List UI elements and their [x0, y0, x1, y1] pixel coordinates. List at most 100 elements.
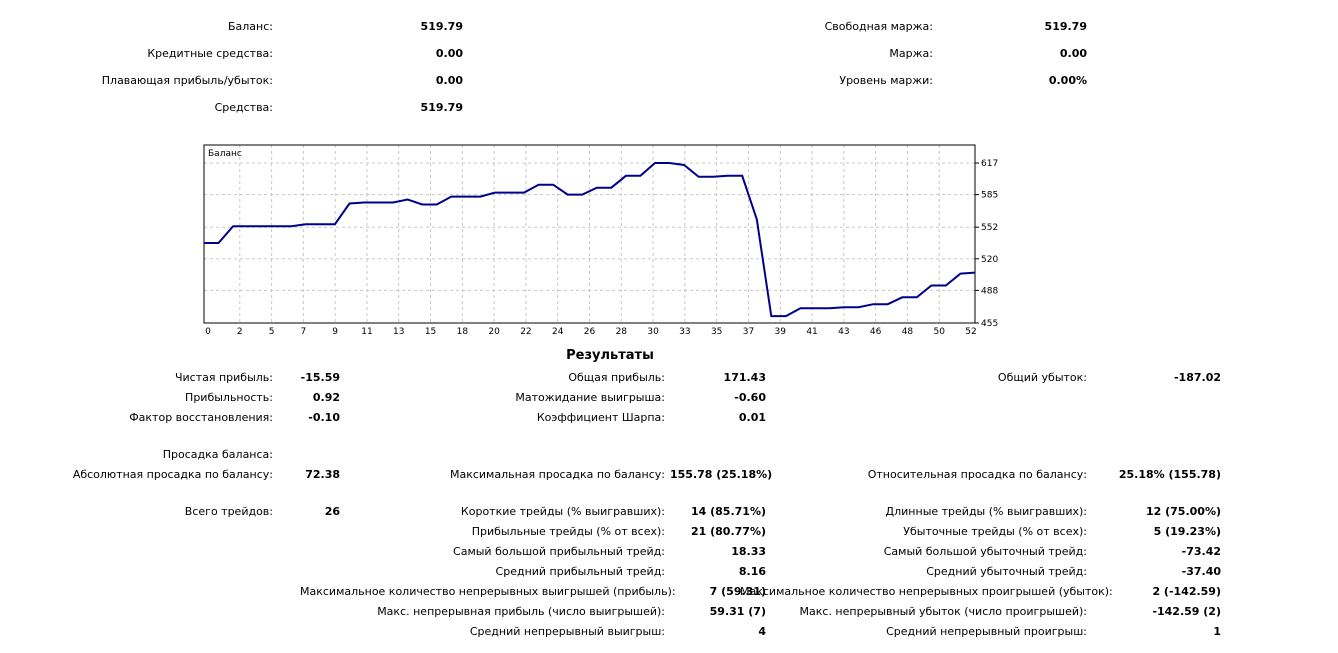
margin-level-label: Уровень маржи: [839, 74, 933, 87]
x-tick-label: 37 [743, 327, 754, 337]
floating-value: 0.00 [435, 74, 463, 87]
floating-label: Плавающая прибыль/убыток: [101, 74, 273, 87]
x-tick-label: 22 [520, 327, 531, 337]
chart-title: Баланс [208, 149, 242, 159]
balance-drawdown-label: Просадка баланса: [162, 448, 273, 461]
avg-cons-losses-label: Средний непрерывный проигрыш: [886, 625, 1087, 638]
y-tick-label: 552 [981, 223, 998, 233]
recovery-label: Фактор восстановления: [129, 411, 273, 424]
x-tick-label: 26 [584, 327, 596, 337]
x-tick-label: 41 [806, 327, 817, 337]
sharpe-value: 0.01 [738, 411, 766, 424]
avg-cons-wins-label: Средний непрерывный выигрыш: [469, 625, 665, 638]
total-trades-value: 26 [324, 505, 340, 518]
margin-label: Маржа: [889, 47, 933, 60]
max-drawdown-label: Максимальная просадка по балансу: [449, 468, 665, 481]
x-tick-label: 39 [775, 327, 787, 337]
short-trades-value: 14 (85.71%) [690, 505, 766, 518]
y-tick-label: 617 [981, 159, 998, 169]
x-tick-label: 48 [902, 327, 914, 337]
credit-value: 0.00 [435, 47, 463, 60]
net-profit-label: Чистая прибыль: [174, 371, 273, 384]
x-tick-label: 0 [205, 327, 211, 337]
y-tick-label: 520 [981, 255, 998, 265]
max-cons-loss-label: Макс. непрерывный убыток (число проигрыш… [799, 605, 1087, 618]
max-cons-losses-label: Максимальное количество непрерывных прои… [740, 585, 1113, 598]
x-tick-label: 13 [393, 327, 404, 337]
loss-trades-value: 5 (19.23%) [1153, 525, 1221, 538]
long-trades-label: Длинные трейды (% выигравших): [885, 505, 1087, 518]
total-trades-label: Всего трейдов: [184, 505, 273, 518]
avg-loss-value: -37.40 [1181, 565, 1221, 578]
x-tick-label: 5 [269, 327, 275, 337]
recovery-value: -0.10 [308, 411, 340, 424]
balance-series-line [204, 162, 976, 318]
profit-trades-label: Прибыльные трейды (% от всех): [471, 525, 665, 538]
rel-drawdown-label: Относительная просадка по балансу: [867, 468, 1087, 481]
max-cons-wins-value: 7 (59.31) [709, 585, 766, 598]
chart-frame [203, 144, 976, 324]
x-tick-label: 7 [301, 327, 307, 337]
credit-label: Кредитные средства: [147, 47, 273, 60]
x-tick-label: 28 [616, 327, 628, 337]
rel-drawdown-value: 25.18% (155.78) [1118, 468, 1221, 481]
largest-loss-value: -73.42 [1181, 545, 1221, 558]
x-tick-label: 50 [933, 327, 945, 337]
free-margin-label: Свободная маржа: [824, 20, 933, 33]
long-trades-value: 12 (75.00%) [1145, 505, 1221, 518]
y-tick-label: 455 [981, 319, 998, 329]
profitability-value: 0.92 [312, 391, 340, 404]
max-cons-wins-label: Максимальное количество непрерывных выиг… [300, 585, 676, 598]
max-drawdown-value: 155.78 (25.18%) [670, 468, 773, 481]
x-tick-label: 24 [552, 327, 564, 337]
abs-drawdown-label: Абсолютная просадка по балансу: [72, 468, 273, 481]
x-tick-label: 52 [965, 327, 976, 337]
x-tick-label: 43 [838, 327, 849, 337]
max-cons-losses-value: 2 (-142.59) [1152, 585, 1221, 598]
largest-profit-value: 18.33 [731, 545, 766, 558]
profit-trades-value: 21 (80.77%) [690, 525, 766, 538]
avg-profit-label: Средний прибыльный трейд: [495, 565, 665, 578]
equity-value: 519.79 [420, 101, 463, 114]
free-margin-value: 519.79 [1044, 20, 1087, 33]
sharpe-label: Коэффициент Шарпа: [536, 411, 665, 424]
x-tick-label: 11 [361, 327, 372, 337]
gross-loss-label: Общий убыток: [997, 371, 1087, 384]
max-cons-profit-value: 59.31 (7) [709, 605, 766, 618]
expected-payoff-value: -0.60 [734, 391, 766, 404]
x-tick-label: 2 [237, 327, 243, 337]
margin-level-value: 0.00% [1048, 74, 1087, 87]
gross-loss-value: -187.02 [1173, 371, 1221, 384]
avg-loss-label: Средний убыточный трейд: [926, 565, 1087, 578]
y-tick-label: 585 [981, 191, 998, 201]
abs-drawdown-value: 72.38 [305, 468, 340, 481]
results-heading: Результаты [566, 348, 654, 363]
net-profit-value: -15.59 [300, 371, 340, 384]
x-tick-label: 33 [679, 327, 690, 337]
x-tick-label: 35 [711, 327, 722, 337]
gross-profit-value: 171.43 [723, 371, 766, 384]
x-tick-label: 15 [425, 327, 436, 337]
margin-value: 0.00 [1059, 47, 1087, 60]
largest-loss-label: Самый большой убыточный трейд: [883, 545, 1087, 558]
balance-label: Баланс: [227, 20, 273, 33]
equity-label: Средства: [214, 101, 273, 114]
balance-chart: Баланс 0 2 5 7 9 11 13 15 18 20 22 24 26 28 30 33 35 37 39… [203, 144, 998, 337]
chart-grid [204, 145, 975, 324]
x-tick-label: 30 [647, 327, 659, 337]
avg-cons-losses-value: 1 [1213, 625, 1221, 638]
gross-profit-label: Общая прибыль: [568, 371, 665, 384]
x-axis-ticks: 0 2 5 7 9 11 13 15 18 20 22 24 26 28 30 33 35 37 39 41 43 46 4… [205, 327, 977, 337]
x-tick-label: 9 [332, 327, 338, 337]
avg-profit-value: 8.16 [738, 565, 766, 578]
expected-payoff-label: Матожидание выигрыша: [515, 391, 665, 404]
max-cons-loss-value: -142.59 (2) [1152, 605, 1221, 618]
x-tick-label: 20 [488, 327, 500, 337]
x-tick-label: 46 [870, 327, 882, 337]
y-tick-label: 488 [981, 286, 998, 296]
profitability-label: Прибыльность: [185, 391, 273, 404]
short-trades-label: Короткие трейды (% выигравших): [460, 505, 665, 518]
max-cons-profit-label: Макс. непрерывная прибыль (число выигрыш… [377, 605, 665, 618]
x-tick-label: 18 [457, 327, 469, 337]
largest-profit-label: Самый большой прибыльный трейд: [453, 545, 665, 558]
